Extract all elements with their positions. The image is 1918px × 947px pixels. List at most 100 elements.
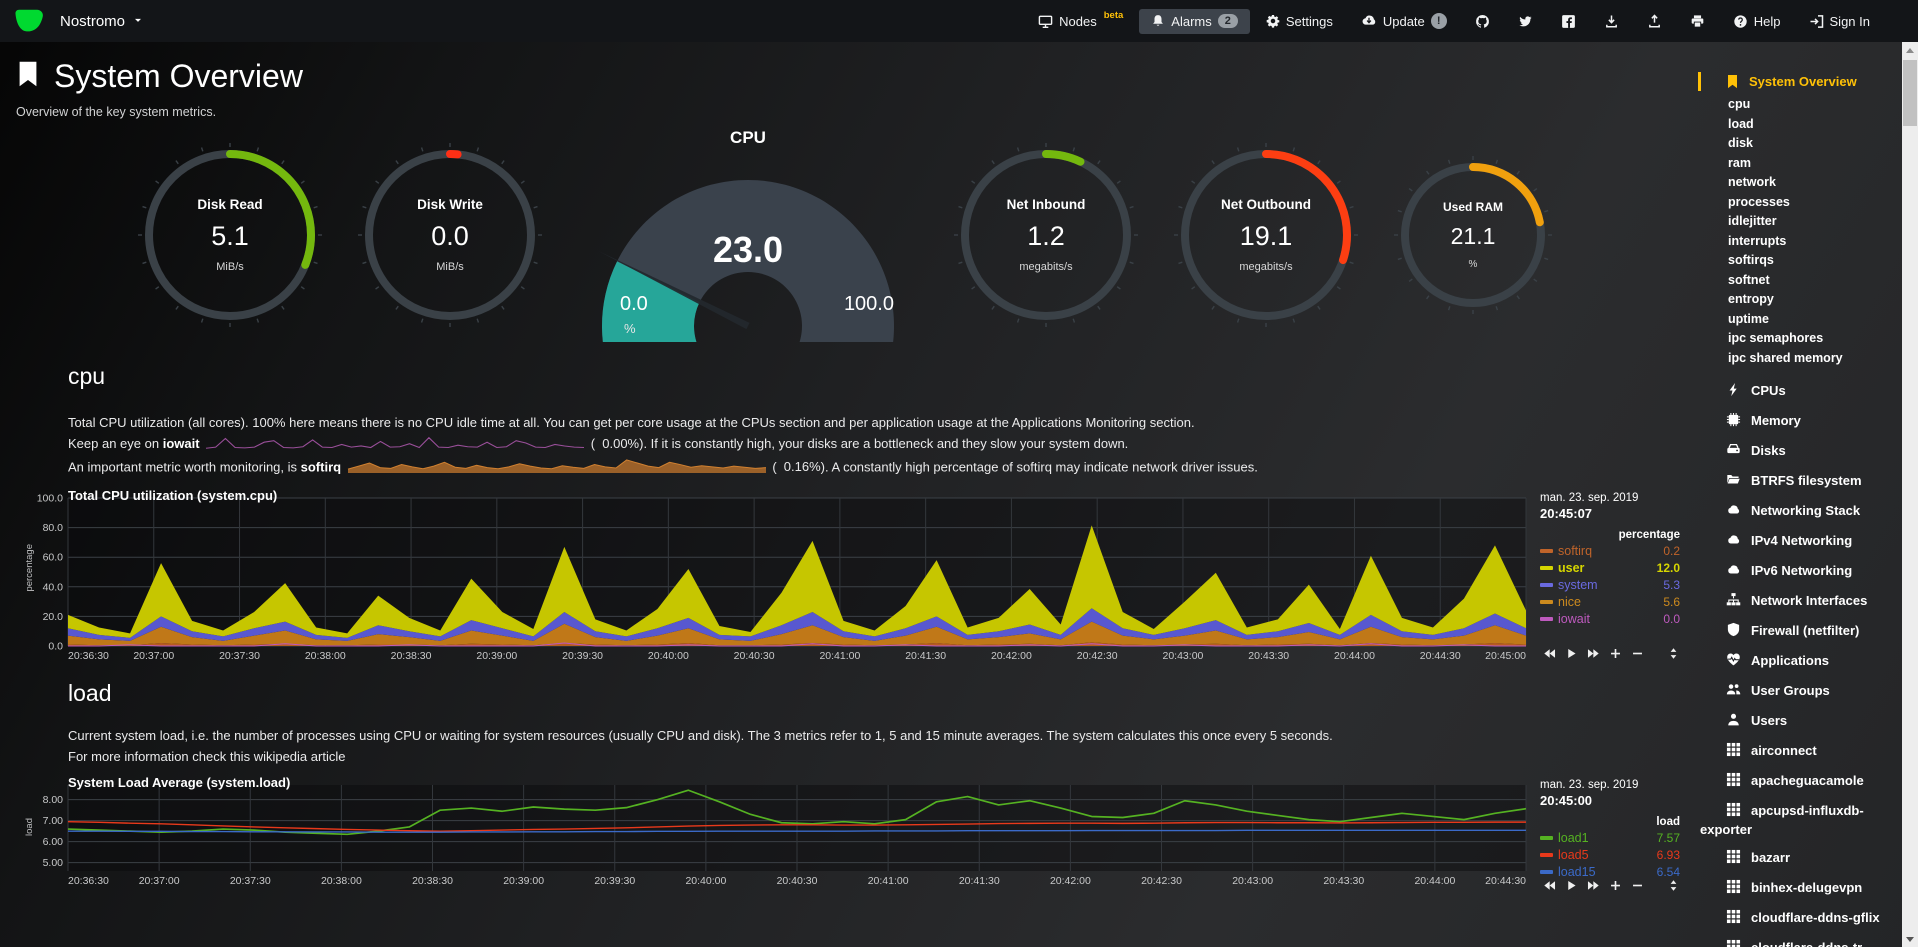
sidebar-item-airconnect[interactable]: airconnect	[1698, 742, 1902, 761]
zoom-out-button[interactable]	[1631, 647, 1644, 660]
legend-item-load1[interactable]: load1 7.57	[1540, 831, 1680, 845]
sidebar-subitem-cpu[interactable]: cpu	[1728, 97, 1751, 111]
svg-text:20:37:30: 20:37:30	[219, 650, 260, 662]
alarms-button[interactable]: Alarms 2	[1139, 8, 1250, 34]
pan-backward-button[interactable]	[1543, 879, 1556, 892]
settings-button[interactable]: Settings	[1254, 9, 1345, 34]
sidebar-subitem-disk[interactable]: disk	[1728, 136, 1754, 150]
gauge-net-inbound[interactable]: Net Inbound 1.2 megabits/s	[948, 137, 1144, 333]
sidebar-subitem-softnet[interactable]: softnet	[1728, 272, 1770, 287]
netdata-logo[interactable]	[14, 6, 44, 36]
sidebar-item-ipv4-networking[interactable]: IPv4 Networking	[1698, 532, 1902, 551]
legend-name: load5	[1558, 847, 1589, 862]
sidebar-subitem-ipc-semaphores[interactable]: ipc semaphores	[1728, 331, 1824, 345]
sidebar-item-bazarr[interactable]: bazarr	[1698, 849, 1902, 868]
hostname-dropdown[interactable]: Nostromo	[60, 13, 144, 30]
sidebar-item-apacheguacamole[interactable]: apacheguacamole	[1698, 772, 1902, 791]
legend-item-user[interactable]: user 12.0	[1540, 561, 1680, 575]
cloud-download-icon	[1361, 13, 1377, 29]
legend-item-load15[interactable]: load15 6.54	[1540, 865, 1680, 879]
softirq-sparkline[interactable]	[347, 456, 767, 480]
svg-text:20:38:00: 20:38:00	[305, 650, 346, 662]
sidebar-subitem-entropy[interactable]: entropy	[1728, 292, 1774, 306]
gauge-cpu[interactable]: CPU 23.0 0.0 100.0%	[572, 128, 924, 342]
svg-text:20:39:00: 20:39:00	[476, 650, 517, 662]
hdd-icon	[1726, 442, 1741, 461]
sidebar-item-networking-stack[interactable]: Networking Stack	[1698, 502, 1902, 521]
sidebar-item-ipv6-networking[interactable]: IPv6 Networking	[1698, 562, 1902, 581]
legend-item-nice[interactable]: nice 5.6	[1540, 595, 1680, 609]
twitter-button[interactable]	[1506, 9, 1545, 34]
sidebar-subitem-processes[interactable]: processes	[1728, 194, 1790, 209]
sidebar-subitem-load[interactable]: load	[1728, 116, 1754, 131]
legend-value: 12.0	[1656, 560, 1680, 575]
play-button[interactable]	[1565, 647, 1578, 660]
svg-text:6.00: 6.00	[43, 836, 64, 848]
pan-backward-button[interactable]	[1543, 647, 1556, 660]
wikipedia-link[interactable]: wikipedia article	[253, 748, 346, 764]
nodes-button[interactable]: Nodes beta	[1026, 9, 1135, 34]
sitemap-icon	[1726, 592, 1741, 611]
sidebar-subitem-ipc-shared-memory[interactable]: ipc shared memory	[1728, 350, 1843, 365]
sidebar-subitem-interrupts[interactable]: interrupts	[1728, 233, 1787, 248]
sidebar-subitem-uptime[interactable]: uptime	[1728, 311, 1769, 326]
export-button[interactable]	[1592, 9, 1631, 34]
sidebar-item-memory[interactable]: Memory	[1698, 412, 1902, 431]
facebook-button[interactable]	[1549, 9, 1588, 34]
zoom-in-button[interactable]	[1609, 879, 1622, 892]
help-button[interactable]: Help	[1721, 9, 1793, 34]
sidebar-item-users[interactable]: Users	[1698, 712, 1902, 731]
sidebar-item-cpus[interactable]: CPUs	[1698, 382, 1902, 401]
zoom-in-button[interactable]	[1609, 647, 1622, 660]
play-button[interactable]	[1565, 879, 1578, 892]
svg-text:20:43:00: 20:43:00	[1163, 650, 1204, 662]
cpu-chart[interactable]: Total CPU utilization (system.cpu) percen…	[24, 488, 1532, 662]
softirq-text-post: ). A constantly high percentage of softi…	[820, 459, 1258, 474]
gauge-used-ram[interactable]: Used RAM 21.1%	[1388, 150, 1558, 320]
sidebar-item-user-groups[interactable]: User Groups	[1698, 682, 1902, 701]
download-icon	[1604, 14, 1619, 29]
resize-handle[interactable]	[1667, 879, 1680, 892]
signin-button[interactable]: Sign In	[1797, 9, 1882, 34]
cloud-icon	[1726, 562, 1741, 581]
resize-handle[interactable]	[1667, 647, 1680, 660]
sidebar-item-btrfs-filesystem[interactable]: BTRFS filesystem	[1698, 472, 1902, 491]
scroll-up-arrow[interactable]	[1902, 42, 1918, 58]
cpu-desc-line1: Total CPU utilization (all cores). 100% …	[68, 415, 1195, 430]
import-button[interactable]	[1635, 9, 1674, 34]
scroll-down-arrow[interactable]	[1902, 931, 1918, 947]
legend-item-iowait[interactable]: iowait 0.0	[1540, 612, 1680, 626]
github-button[interactable]	[1463, 9, 1502, 34]
load-chart-block: System Load Average (system.load) load 5.0…	[24, 775, 1690, 894]
svg-text:20:40:00: 20:40:00	[685, 875, 726, 887]
legend-item-load5[interactable]: load5 6.93	[1540, 848, 1680, 862]
legend-item-softirq[interactable]: softirq 0.2	[1540, 544, 1680, 558]
gauge-net-outbound[interactable]: Net Outbound 19.1 megabits/s	[1168, 137, 1364, 333]
legend-item-system[interactable]: system 5.3	[1540, 578, 1680, 592]
sidebar-item-binhex-delugevpn[interactable]: binhex-delugevpn	[1698, 879, 1902, 898]
sidebar-subitem-softirqs[interactable]: softirqs	[1728, 253, 1774, 267]
print-button[interactable]	[1678, 9, 1717, 34]
iowait-sparkline[interactable]	[205, 434, 585, 456]
page-scrollbar[interactable]	[1902, 42, 1918, 947]
update-button[interactable]: Update !	[1349, 8, 1459, 34]
load-chart[interactable]: System Load Average (system.load) load 5.0…	[24, 775, 1532, 894]
sidebar-item-applications[interactable]: Applications	[1698, 652, 1902, 671]
sidebar-subitem-network[interactable]: network	[1728, 175, 1776, 189]
zoom-out-button[interactable]	[1631, 879, 1644, 892]
sidebar-item-network-interfaces[interactable]: Network Interfaces	[1698, 592, 1902, 611]
gauge-disk-read[interactable]: Disk Read 5.1 MiB/s	[132, 137, 328, 333]
sidebar-item-disks[interactable]: Disks	[1698, 442, 1902, 461]
sidebar-item-firewall-netfilter-[interactable]: Firewall (netfilter)	[1698, 622, 1902, 641]
sidebar-subitem-idlejitter[interactable]: idlejitter	[1728, 214, 1777, 228]
sidebar-subitem-ram[interactable]: ram	[1728, 155, 1751, 170]
sidebar-item-cloudflare-ddns-gflix[interactable]: cloudflare-ddns-gflix	[1698, 909, 1902, 928]
sidebar-item-system-overview[interactable]: System Overview	[1698, 72, 1902, 91]
pan-forward-button[interactable]	[1587, 647, 1600, 660]
scrollbar-thumb[interactable]	[1903, 60, 1917, 126]
sidebar-item-cloudflare-ddns-tr[interactable]: cloudflare-ddns-tr	[1698, 939, 1902, 947]
sidebar-item-apcupsd-influxdb-exporter[interactable]: apcupsd-influxdb-exporter	[1700, 802, 1864, 837]
pan-forward-button[interactable]	[1587, 879, 1600, 892]
gauge-disk-write[interactable]: Disk Write 0.0 MiB/s	[352, 137, 548, 333]
svg-text:20:43:30: 20:43:30	[1248, 650, 1289, 662]
